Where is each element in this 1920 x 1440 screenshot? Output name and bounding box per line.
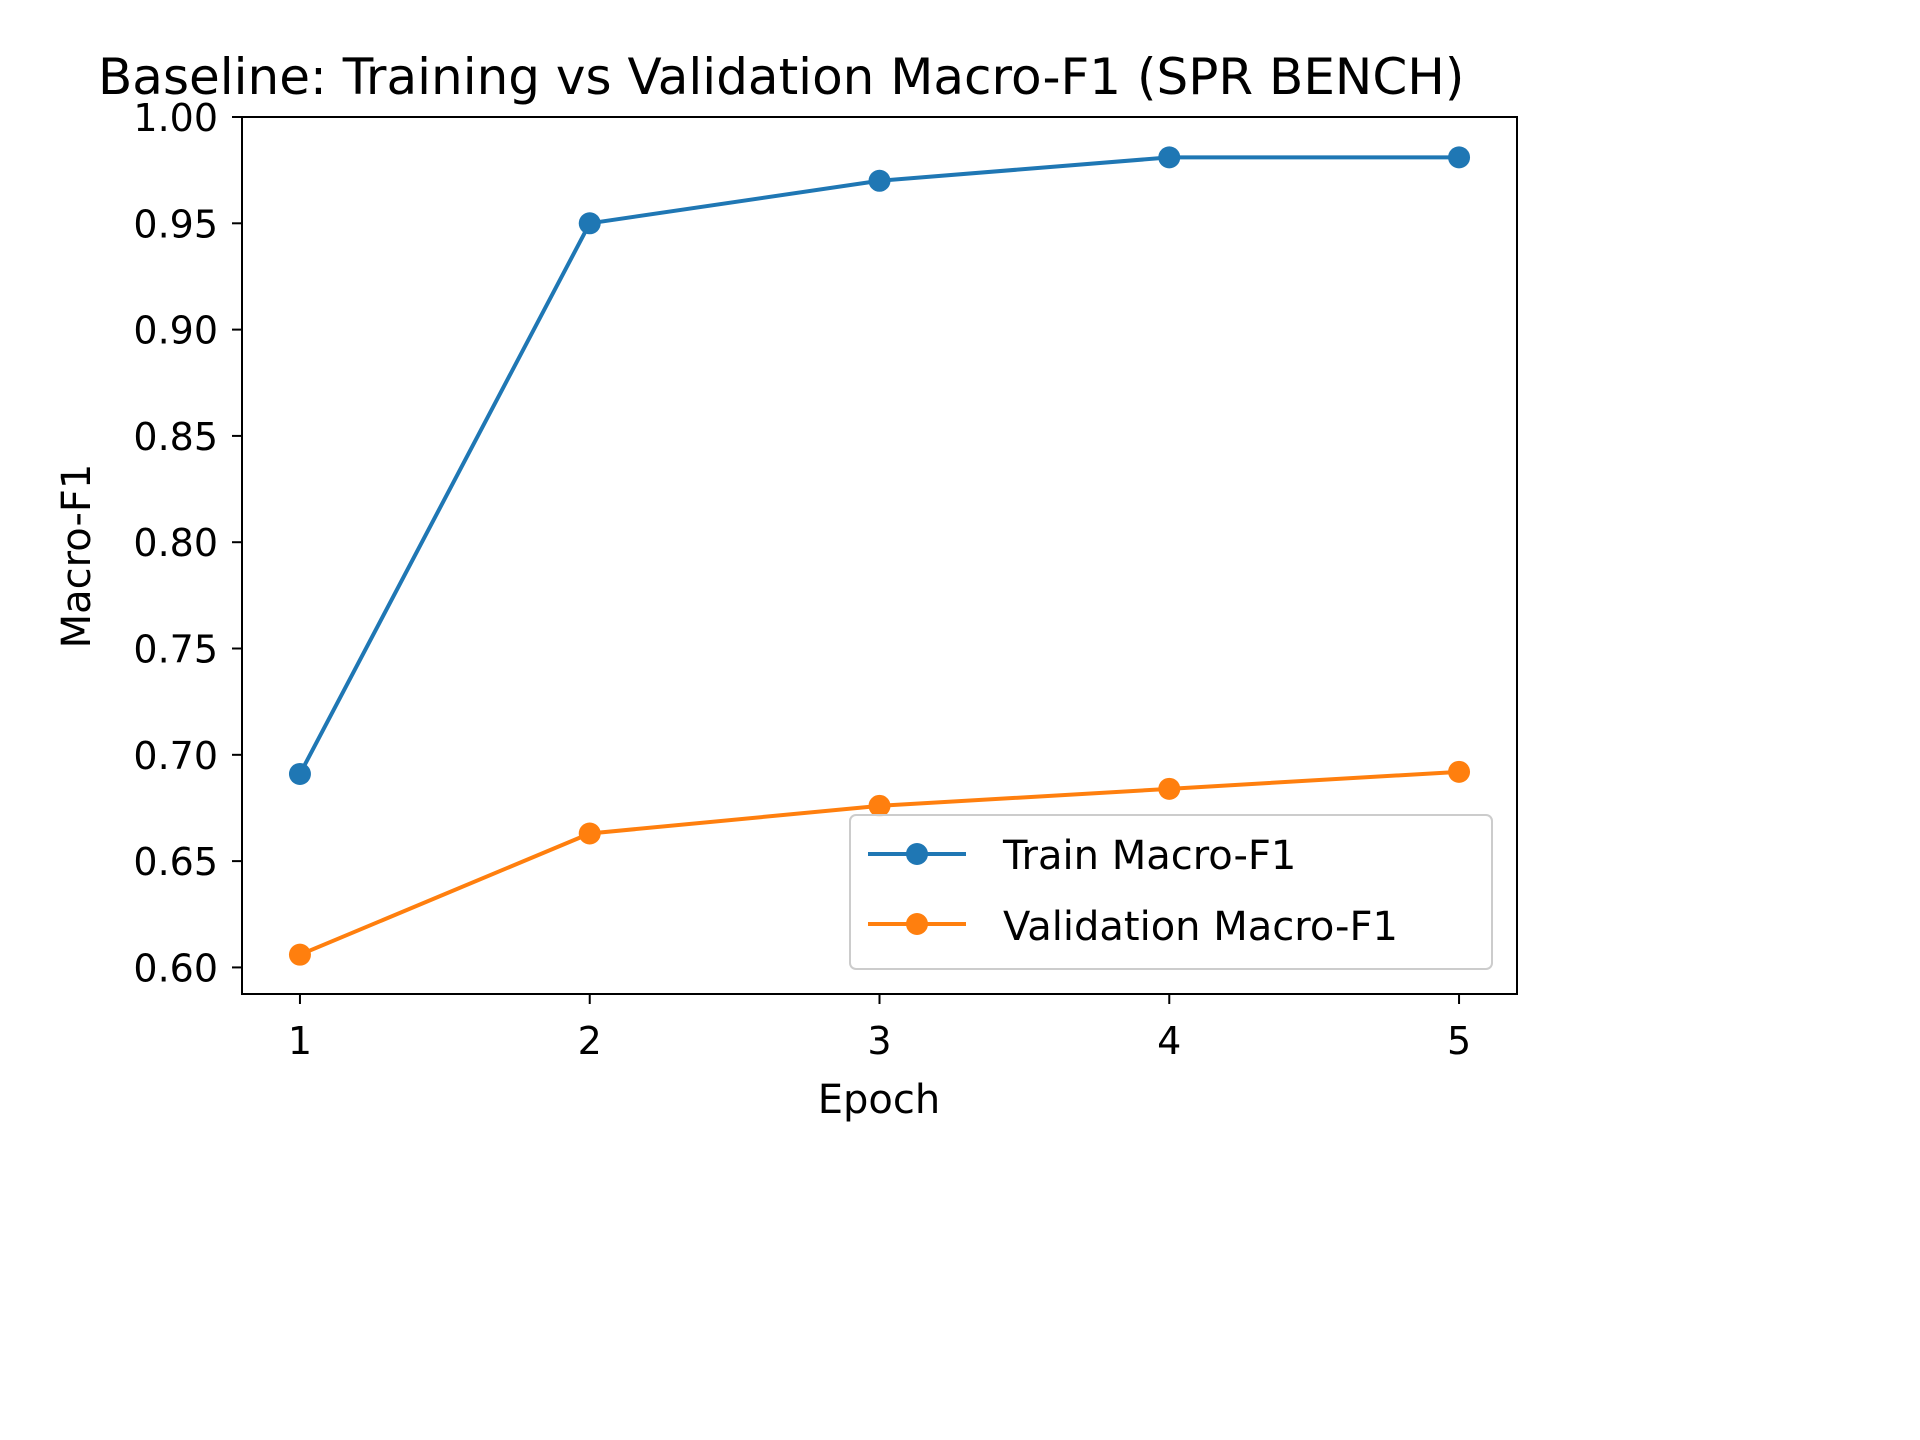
- train-data-point: [288, 762, 311, 785]
- legend-box: [849, 814, 1493, 970]
- x-tick-label: 3: [867, 1019, 891, 1063]
- y-axis: 0.60 0.65 0.70 0.75 0.80 0.85 0.90 0.95 1.00: [133, 96, 242, 990]
- y-tick-label: 0.90: [133, 309, 218, 353]
- y-tick-label: 1.00: [133, 96, 218, 140]
- train-data-point: [868, 169, 891, 192]
- chart-title: Baseline: Training vs Validation Macro-F…: [98, 48, 1464, 106]
- validation-data-point: [868, 794, 891, 817]
- y-tick-label: 0.60: [133, 946, 218, 990]
- train-data-point: [1158, 146, 1181, 169]
- validation-data-point: [578, 822, 601, 845]
- y-tick-label: 0.75: [133, 628, 218, 672]
- legend: Train Macro-F1 Validation Macro-F1: [849, 814, 1493, 970]
- x-axis: 1 2 3 4 5: [288, 994, 1471, 1063]
- train-data-point: [1448, 146, 1471, 169]
- legend-validation-label: Validation Macro-F1: [1003, 904, 1398, 950]
- x-axis-label: Epoch: [818, 1077, 940, 1123]
- chart-background: [0, 0, 1568, 1176]
- y-tick-label: 0.70: [133, 734, 218, 778]
- validation-data-point: [1158, 777, 1181, 800]
- legend-train-label: Train Macro-F1: [1002, 833, 1296, 879]
- x-tick-label: 5: [1447, 1019, 1471, 1063]
- validation-data-point: [288, 943, 311, 966]
- series-layer: [288, 146, 1471, 966]
- y-tick-label: 0.65: [133, 840, 218, 884]
- x-tick-label: 2: [578, 1019, 602, 1063]
- validation-data-point: [1448, 760, 1471, 783]
- y-axis-label: Macro-F1: [54, 464, 100, 649]
- y-tick-label: 0.85: [133, 415, 218, 459]
- y-tick-label: 0.80: [133, 521, 218, 565]
- legend-validation-marker: [906, 913, 928, 935]
- x-tick-label: 1: [288, 1019, 312, 1063]
- plot-area: [241, 116, 1518, 995]
- legend-train-marker: [906, 843, 928, 865]
- chart: Baseline: Training vs Validation Macro-F…: [0, 0, 1568, 1176]
- x-tick-label: 4: [1157, 1019, 1181, 1063]
- y-tick-label: 0.95: [133, 202, 218, 246]
- train-data-point: [578, 212, 601, 235]
